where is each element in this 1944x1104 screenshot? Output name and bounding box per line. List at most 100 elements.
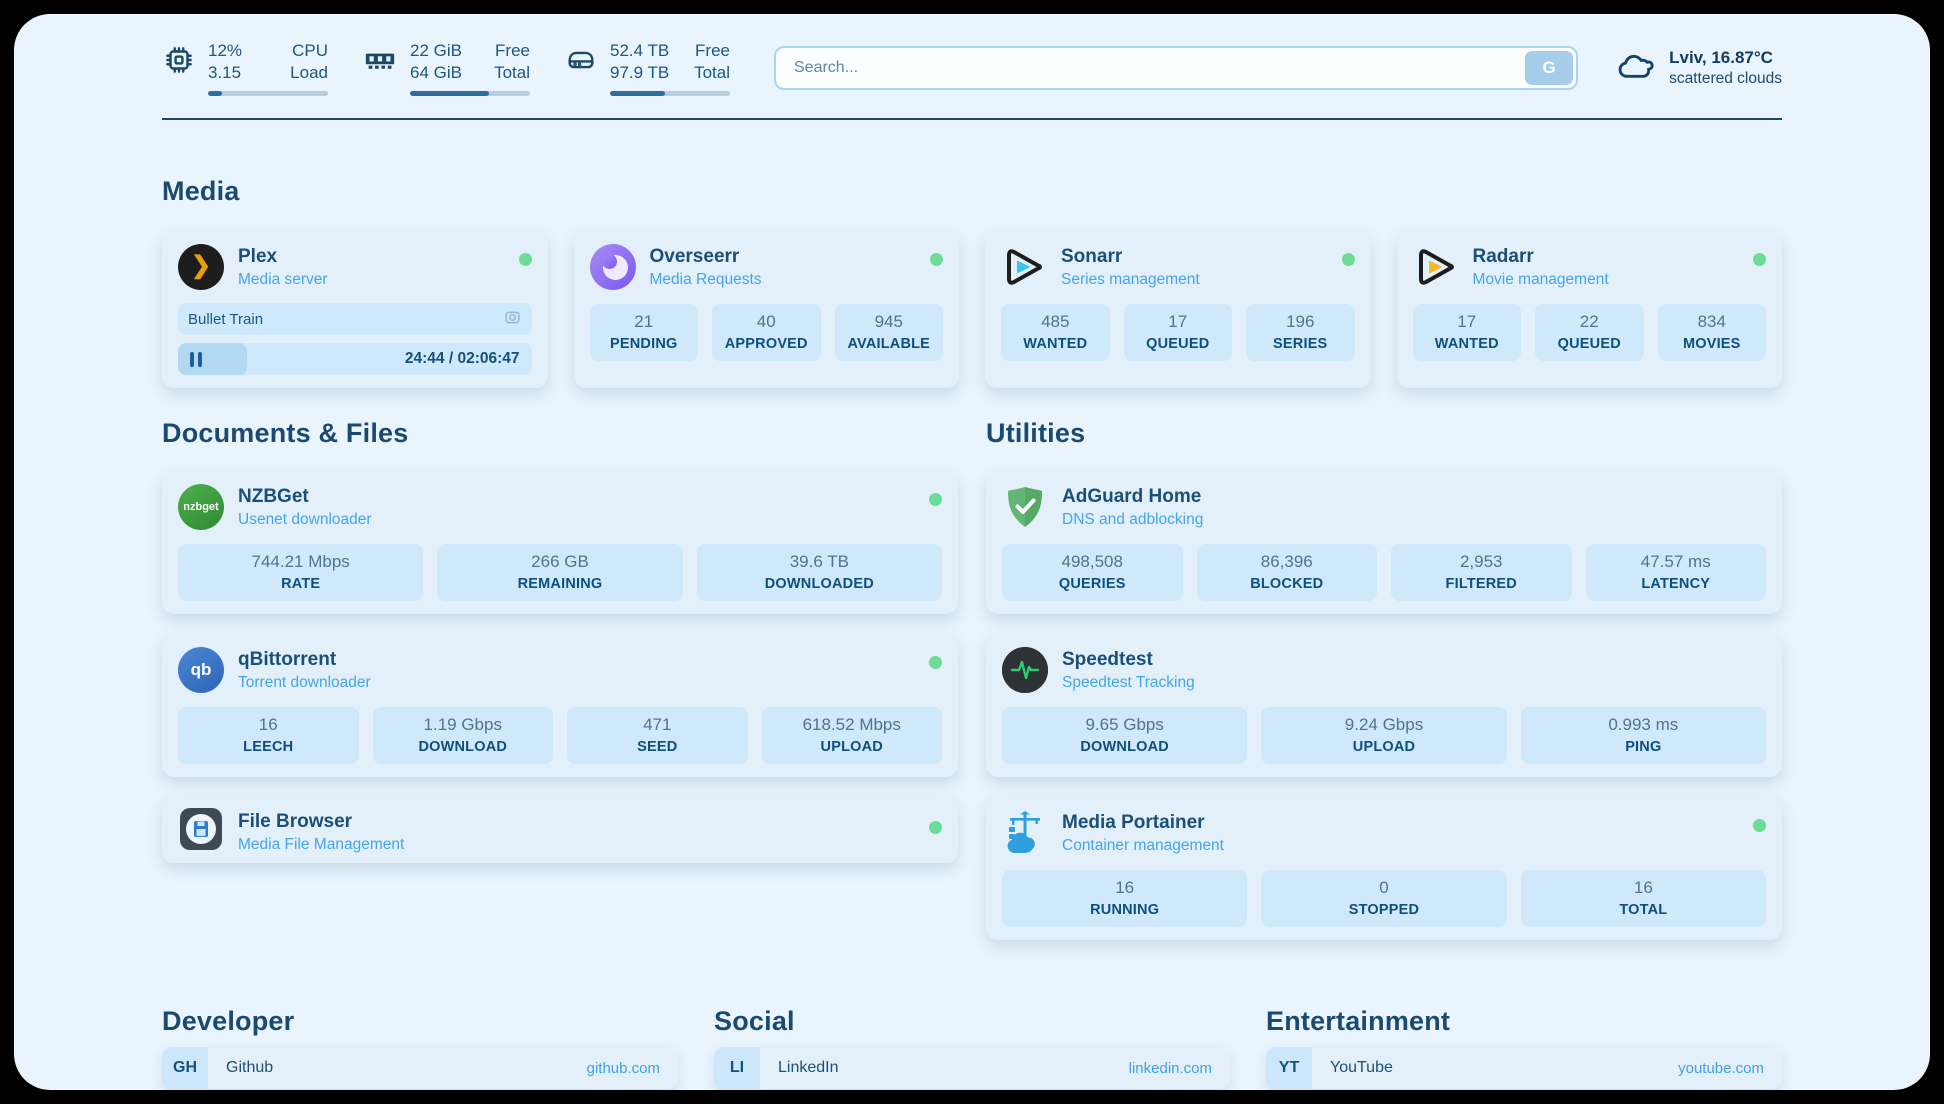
section-title-social: Social <box>714 1006 795 1037</box>
playback-progress-fill <box>178 343 247 376</box>
ram-progress-fill <box>410 91 490 97</box>
weather-location-temp: Lviv, 16.87°C <box>1669 48 1773 68</box>
radarr-icon <box>1413 244 1459 290</box>
status-dot <box>1753 253 1766 267</box>
stat-available: 945 AVAILABLE <box>834 304 943 362</box>
status-dot <box>929 493 942 507</box>
stat-seed: 471 SEED <box>567 707 748 765</box>
entertainment-column: Entertainment YT YouTube youtube.com NF … <box>1266 1006 1782 1090</box>
stat-stopped: 0 STOPPED <box>1261 870 1507 928</box>
card-title: Sonarr <box>1061 246 1123 268</box>
section-title-developer: Developer <box>162 1006 295 1037</box>
cpu-load-label: Load <box>290 63 328 83</box>
card-title: AdGuard Home <box>1062 486 1202 508</box>
link-youtube[interactable]: YT YouTube youtube.com <box>1266 1047 1782 1090</box>
stat-rate: 744.21 Mbps RATE <box>178 544 424 602</box>
cloud-icon <box>1614 47 1656 90</box>
cpu-progress-fill <box>208 91 223 97</box>
card-subtitle: Movie management <box>1472 271 1609 289</box>
card-radarr[interactable]: Radarr Movie management 17 WANTED 22 QUE… <box>1396 231 1782 389</box>
card-title: File Browser <box>238 811 353 833</box>
disk-free-label: Free <box>695 41 730 60</box>
stat-latency: 47.57 ms LATENCY <box>1585 544 1766 602</box>
link-url: github.com <box>586 1059 660 1077</box>
stat-blocked: 86,396 BLOCKED <box>1196 544 1377 602</box>
card-subtitle: Torrent downloader <box>238 674 371 692</box>
ram-free-value: 22 GiB <box>410 41 462 60</box>
card-portainer[interactable]: Media Portainer Container management 16 … <box>986 797 1782 941</box>
search-bar: G <box>774 46 1579 91</box>
disk-progress-fill <box>610 91 666 97</box>
disk-progress-track <box>610 91 730 97</box>
status-dot <box>929 821 942 835</box>
card-overseerr[interactable]: Overseerr Media Requests 21 PENDING 40 A… <box>573 231 959 389</box>
qbittorrent-icon: qb <box>178 647 224 694</box>
stat-queued: 22 QUEUED <box>1535 304 1644 362</box>
ram-monitor: 22 GiB 64 GiB Free Total <box>362 40 530 97</box>
disk-icon <box>564 40 598 82</box>
ram-free-label: Free <box>495 41 530 60</box>
cpu-progress-track <box>208 91 328 97</box>
cpu-usage-value: 12% <box>208 41 243 60</box>
stat-approved: 40 APPROVED <box>712 304 821 362</box>
playback-time: 24:44 / 02:06:47 <box>404 350 520 368</box>
card-subtitle: DNS and adblocking <box>1062 511 1204 529</box>
cpu-monitor: 12% 3.15 CPU Load <box>162 40 328 97</box>
card-subtitle: Usenet downloader <box>238 511 372 529</box>
stat-download: 9.65 Gbps DOWNLOAD <box>1002 707 1248 765</box>
cpu-load-value: 3.15 <box>208 63 242 83</box>
card-title: NZBGet <box>238 486 309 508</box>
now-playing-row: Bullet Train <box>178 303 532 336</box>
disk-total-label: Total <box>694 63 730 83</box>
adguard-icon <box>1002 484 1048 530</box>
developer-column: Developer GH Github github.com SO StackO… <box>162 1006 678 1090</box>
card-title: Plex <box>238 246 278 268</box>
link-tag: LI <box>714 1047 760 1090</box>
card-nzbget[interactable]: nzbget NZBGet Usenet downloader 744.21 M… <box>162 471 958 615</box>
disk-total-value: 97.9 TB <box>610 63 670 83</box>
card-title: Radarr <box>1472 246 1534 268</box>
search-engine-button[interactable]: G <box>1525 51 1574 86</box>
card-title: Media Portainer <box>1062 812 1205 834</box>
portainer-icon <box>1002 810 1048 856</box>
status-dot <box>518 253 532 267</box>
overseerr-icon <box>589 244 636 291</box>
stat-series: 196 SERIES <box>1246 304 1355 362</box>
ram-progress-track <box>410 91 530 97</box>
status-dot <box>1753 819 1766 833</box>
card-subtitle: Speedtest Tracking <box>1062 674 1195 692</box>
status-dot <box>1341 253 1355 267</box>
status-dot <box>930 253 943 267</box>
section-title-media: Media <box>162 176 240 207</box>
stat-leech: 16 LEECH <box>178 707 359 765</box>
section-title-entertainment: Entertainment <box>1266 1006 1451 1037</box>
card-qbittorrent[interactable]: qb qBittorrent Torrent downloader 16 <box>162 634 958 778</box>
disk-free-value: 52.4 TB <box>610 41 670 60</box>
card-subtitle: Series management <box>1061 271 1200 289</box>
utilities-column: Utilities <box>986 418 1782 941</box>
link-name: LinkedIn <box>778 1059 839 1077</box>
card-speedtest[interactable]: Speedtest Speedtest Tracking 9.65 Gbps D… <box>986 634 1782 778</box>
card-plex[interactable]: ❯ Plex Media server Bullet Train <box>162 231 548 389</box>
card-sonarr[interactable]: Sonarr Series management 485 WANTED 17 Q… <box>985 231 1371 389</box>
card-filebrowser[interactable]: File Browser Media File Management <box>162 797 958 864</box>
search-input[interactable] <box>774 46 1579 91</box>
pause-icon <box>190 351 202 367</box>
link-url: linkedin.com <box>1128 1059 1212 1077</box>
link-linkedin[interactable]: LI LinkedIn linkedin.com <box>714 1047 1230 1090</box>
playback-progress-bar: 24:44 / 02:06:47 <box>178 343 532 376</box>
stat-downloaded: 39.6 TB DOWNLOADED <box>696 544 942 602</box>
link-tag: YT <box>1266 1047 1312 1090</box>
card-subtitle: Container management <box>1062 837 1224 855</box>
speedtest-icon <box>1002 647 1048 694</box>
link-name: Github <box>226 1059 274 1077</box>
card-adguard[interactable]: AdGuard Home DNS and adblocking 498,508 … <box>986 471 1782 615</box>
ram-icon <box>362 40 398 82</box>
card-title: Overseerr <box>649 246 740 268</box>
stat-total: 16 TOTAL <box>1520 870 1766 928</box>
link-github[interactable]: GH Github github.com <box>162 1047 678 1090</box>
stat-upload: 618.52 Mbps UPLOAD <box>761 707 942 765</box>
now-playing-title: Bullet Train <box>188 310 264 328</box>
stat-wanted: 485 WANTED <box>1001 304 1110 362</box>
stat-pending: 21 PENDING <box>589 304 698 362</box>
